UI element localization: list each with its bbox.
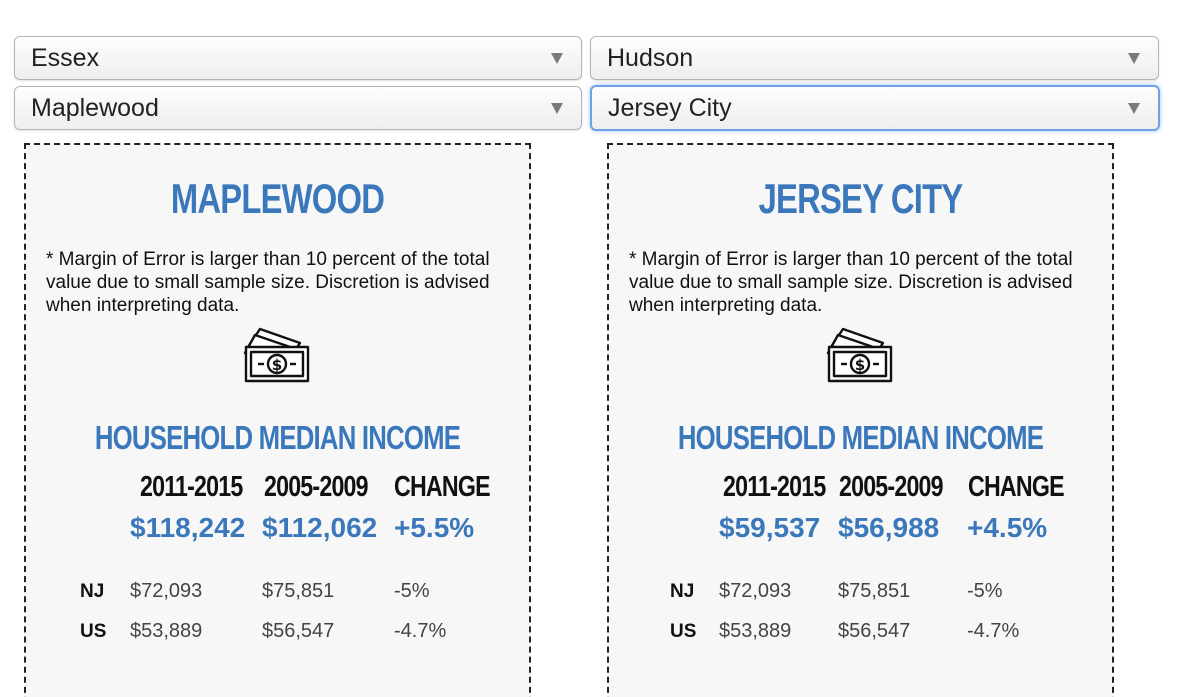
town-income-2011-2015: $118,242 <box>130 512 246 543</box>
section-title: HOUSEHOLD MEDIAN INCOME <box>94 419 461 456</box>
caret-down-icon <box>551 52 563 64</box>
county-select-right[interactable]: Hudson <box>590 36 1159 80</box>
nj-income-change: -5% <box>394 580 430 602</box>
town-title: JERSEY CITY <box>758 175 964 222</box>
nj-income-2011-2015: $72,093 <box>719 580 792 602</box>
column-header-2011-2015: 2011-2015 <box>140 471 243 503</box>
income-card-left: MAPLEWOOD * Margin of Error is larger th… <box>24 143 531 697</box>
caret-down-icon <box>1128 102 1140 114</box>
us-income-change: -4.7% <box>967 620 1020 642</box>
money-bills-icon: $ <box>26 325 529 389</box>
column-header-2011-2015: 2011-2015 <box>723 471 826 503</box>
column-header-change: CHANGE <box>394 471 491 503</box>
us-income-2011-2015: $53,889 <box>719 620 792 642</box>
us-income-2005-2009: $56,547 <box>262 620 335 642</box>
nj-income-2005-2009: $75,851 <box>262 580 335 602</box>
town-income-change: +4.5% <box>967 512 1048 543</box>
town-income-2005-2009: $112,062 <box>262 512 378 543</box>
money-bills-icon: $ <box>609 325 1112 389</box>
county-select-left[interactable]: Essex <box>14 36 582 80</box>
nj-label: NJ <box>80 581 105 602</box>
town-select-left[interactable]: Maplewood <box>14 86 582 130</box>
column-header-change: CHANGE <box>968 471 1065 503</box>
nj-label: NJ <box>670 581 695 602</box>
nj-income-2011-2015: $72,093 <box>130 580 203 602</box>
county-select-right-value: Hudson <box>607 43 694 72</box>
town-select-right[interactable]: Jersey City <box>590 85 1160 131</box>
town-select-left-value: Maplewood <box>31 93 159 122</box>
town-select-right-value: Jersey City <box>608 93 732 122</box>
nj-income-2005-2009: $75,851 <box>838 580 911 602</box>
county-select-left-value: Essex <box>31 43 100 72</box>
us-income-2011-2015: $53,889 <box>130 620 203 642</box>
svg-text:$: $ <box>854 356 864 374</box>
margin-of-error-note: * Margin of Error is larger than 10 perc… <box>629 249 1073 316</box>
us-income-change: -4.7% <box>394 620 447 642</box>
svg-text:$: $ <box>271 356 281 374</box>
column-header-2005-2009: 2005-2009 <box>264 471 369 503</box>
section-title: HOUSEHOLD MEDIAN INCOME <box>677 419 1044 456</box>
us-label: US <box>670 621 697 642</box>
caret-down-icon <box>1128 52 1140 64</box>
caret-down-icon <box>551 102 563 114</box>
margin-of-error-note: * Margin of Error is larger than 10 perc… <box>46 249 490 316</box>
town-title: MAPLEWOOD <box>170 175 385 222</box>
town-income-change: +5.5% <box>394 512 475 543</box>
town-income-2005-2009: $56,988 <box>838 512 940 543</box>
nj-income-change: -5% <box>967 580 1003 602</box>
town-income-2011-2015: $59,537 <box>719 512 821 543</box>
income-card-right: JERSEY CITY * Margin of Error is larger … <box>607 143 1114 697</box>
column-header-2005-2009: 2005-2009 <box>839 471 944 503</box>
us-income-2005-2009: $56,547 <box>838 620 911 642</box>
us-label: US <box>80 621 107 642</box>
